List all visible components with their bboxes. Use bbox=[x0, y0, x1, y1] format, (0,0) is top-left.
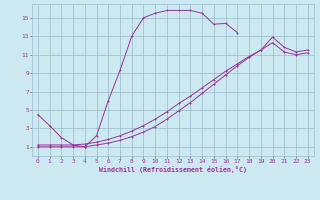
X-axis label: Windchill (Refroidissement éolien,°C): Windchill (Refroidissement éolien,°C) bbox=[99, 166, 247, 173]
